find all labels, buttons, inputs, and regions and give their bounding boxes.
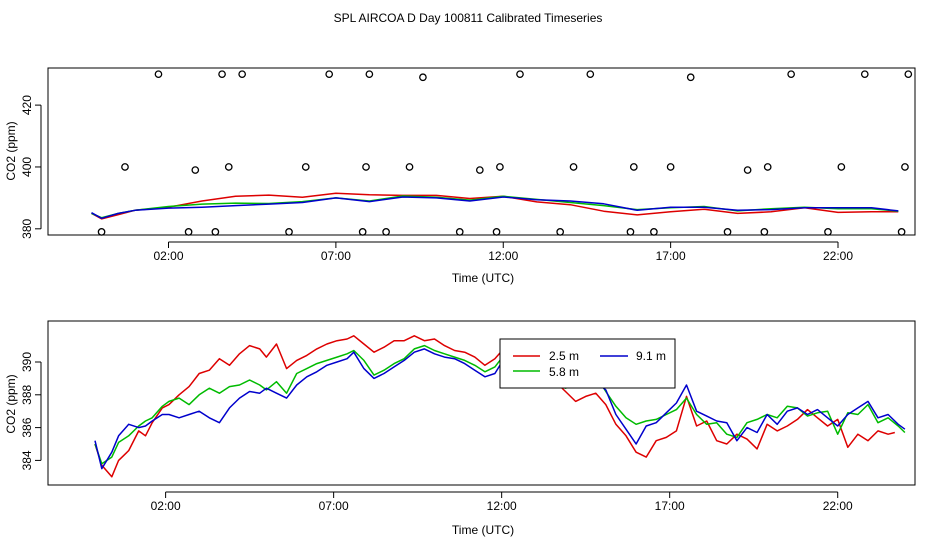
top-flask-point xyxy=(569,163,578,171)
legend-box xyxy=(499,338,676,389)
bottom-y-tick-label: 390 xyxy=(20,352,34,372)
top-flask-point xyxy=(211,228,220,236)
top-plot-frame xyxy=(47,67,916,236)
top-flask-point xyxy=(837,163,846,171)
legend-label-5-8m: 5.8 m xyxy=(549,365,579,379)
bottom-series-9-1-m xyxy=(94,348,906,470)
top-flask-point xyxy=(224,163,233,171)
legend-label-2-5m: 2.5 m xyxy=(549,349,579,363)
top-x-tick-label: 07:00 xyxy=(321,249,351,263)
top-flask-point xyxy=(763,163,772,171)
bottom-plot-frame xyxy=(47,320,916,486)
top-flask-point xyxy=(824,228,832,236)
top-flask-point xyxy=(455,228,464,236)
top-flask-point xyxy=(626,228,635,236)
top-flask-point xyxy=(629,163,638,171)
top-flask-point xyxy=(191,166,200,174)
top-flask-point xyxy=(686,73,695,82)
bottom-x-tick-label: 02:00 xyxy=(151,499,181,513)
bottom-series-5-8-m xyxy=(94,344,906,465)
top-flask-point xyxy=(238,70,247,79)
top-flask-point xyxy=(154,70,163,79)
top-flask-point xyxy=(405,163,414,171)
top-flask-point xyxy=(184,228,193,236)
top-flask-point xyxy=(97,228,106,236)
top-flask-point xyxy=(650,228,658,236)
top-x-axis-label: Time (UTC) xyxy=(452,271,514,285)
bottom-series-2-5-m xyxy=(94,335,895,478)
top-flask-point xyxy=(516,70,524,79)
top-y-axis-label: CO2 (ppm) xyxy=(4,121,18,180)
bottom-x-tick-label: 22:00 xyxy=(823,499,853,513)
top-x-tick-label: 17:00 xyxy=(656,249,686,263)
top-flask-point xyxy=(285,228,293,236)
top-flask-point xyxy=(496,163,504,171)
top-axes: 02:00 07:00 12:00 17:00 22:00 380 400 420 xyxy=(20,95,853,263)
top-flask-point xyxy=(787,70,795,79)
top-flask-point xyxy=(301,163,310,171)
legend: 2.5 m 9.1 m 5.8 m xyxy=(499,338,676,389)
bottom-y-tick-label: 384 xyxy=(20,450,34,470)
top-y-tick-label: 400 xyxy=(20,157,34,177)
legend-label-9-1m: 9.1 m xyxy=(636,349,666,363)
top-flask-point xyxy=(556,228,565,236)
top-x-tick-label: 22:00 xyxy=(823,249,853,263)
bottom-panel: 02:00 07:00 12:00 17:00 22:00 384 386 388 390 Ti… xyxy=(4,320,916,537)
top-flask-point xyxy=(325,70,334,79)
top-flask-point xyxy=(475,166,484,174)
top-series-9-1-m xyxy=(91,196,899,220)
top-series-group xyxy=(91,70,913,236)
top-flask-point xyxy=(723,228,732,236)
top-flask-point xyxy=(666,163,675,171)
top-flask-point xyxy=(860,70,869,79)
bottom-axes: 02:00 07:00 12:00 17:00 22:00 384 386 388 390 xyxy=(20,352,853,513)
top-flask-point xyxy=(382,228,390,236)
top-panel: 02:00 07:00 12:00 17:00 22:00 380 400 420 Time … xyxy=(4,67,916,285)
bottom-series-group xyxy=(94,335,906,478)
top-flask-point xyxy=(362,163,370,171)
top-flask-point xyxy=(121,163,129,171)
bottom-y-axis-label: CO2 (ppm) xyxy=(4,374,18,433)
bottom-x-tick-label: 07:00 xyxy=(319,499,349,513)
top-y-tick-label: 380 xyxy=(20,218,34,238)
top-flask-point xyxy=(897,228,906,236)
top-x-tick-label: 12:00 xyxy=(488,249,518,263)
bottom-x-axis-label: Time (UTC) xyxy=(452,523,514,537)
top-flask-point xyxy=(904,70,913,79)
top-x-tick-label: 02:00 xyxy=(153,249,183,263)
top-flask-point xyxy=(743,166,752,174)
bottom-x-tick-label: 12:00 xyxy=(487,499,517,513)
bottom-x-tick-label: 17:00 xyxy=(655,499,685,513)
top-flask-point xyxy=(586,70,595,79)
top-flask-point xyxy=(358,228,367,236)
top-flask-point xyxy=(492,228,501,236)
bottom-y-tick-label: 386 xyxy=(20,417,34,437)
top-flask-point xyxy=(419,73,427,82)
top-y-tick-label: 420 xyxy=(20,95,34,115)
top-flask-point xyxy=(760,228,769,236)
bottom-y-tick-label: 388 xyxy=(20,384,34,404)
top-flask-point xyxy=(365,70,374,79)
chart-title: SPL AIRCOA D Day 100811 Calibrated Times… xyxy=(334,11,603,25)
top-flask-point xyxy=(901,163,909,171)
top-flask-point xyxy=(218,70,226,79)
